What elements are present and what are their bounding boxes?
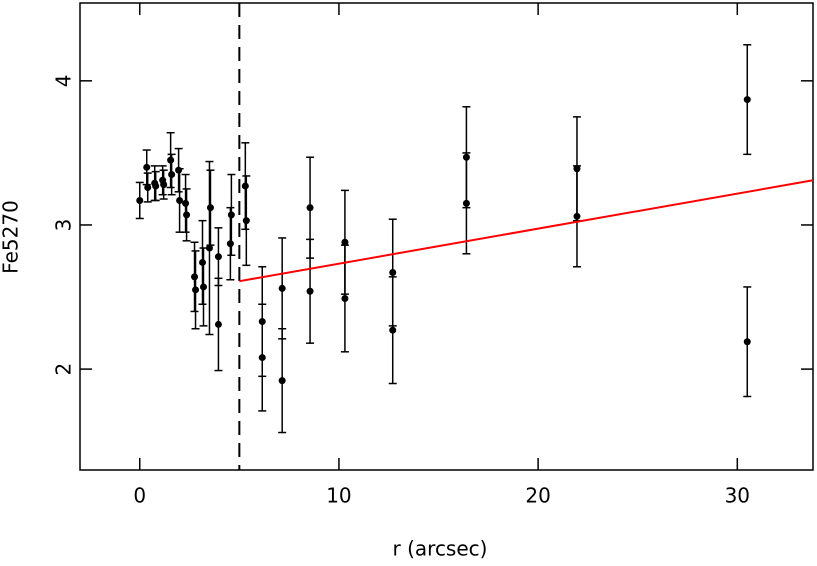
data-point [462,199,470,207]
data-point [136,196,144,204]
data-point [191,273,199,281]
data-point [206,204,214,212]
y-axis-label: Fe5270 [0,200,23,274]
y-tick-label: 3 [52,219,76,232]
data-point [227,211,235,219]
data-point [241,182,249,190]
data-point [389,326,397,334]
data-point [199,283,207,291]
data-point [306,287,314,295]
plot-frame [79,2,814,471]
data-point [175,166,183,174]
x-tick-label: 0 [133,484,146,508]
x-tick-label: 10 [326,484,351,508]
y-tick-label: 4 [52,74,76,87]
data-point [176,196,184,204]
x-tick-label: 20 [525,484,550,508]
data-point [192,286,200,294]
data-point [152,182,160,190]
data-point [226,240,234,248]
data-point [389,269,397,277]
data-point [167,156,175,164]
data-point [214,253,222,261]
data-point [168,171,176,179]
data-point [743,96,751,104]
x-axis-label: r (arcsec) [393,537,488,561]
data-point [743,338,751,346]
data-point [573,212,581,220]
data-point [258,354,266,362]
data-point [160,181,168,189]
data-point [306,204,314,212]
data-point [341,238,349,246]
data-point [205,244,213,252]
x-tick-label: 30 [725,484,750,508]
y-tick-label: 2 [52,363,76,376]
data-point [341,294,349,302]
data-point [278,377,286,385]
data-point [182,199,190,207]
fit-line [239,179,814,283]
data-point [214,320,222,328]
data-point [242,217,250,225]
data-point [278,284,286,292]
data-point [198,258,206,266]
data-point [183,211,191,219]
data-point [143,163,151,171]
data-point [144,183,152,191]
